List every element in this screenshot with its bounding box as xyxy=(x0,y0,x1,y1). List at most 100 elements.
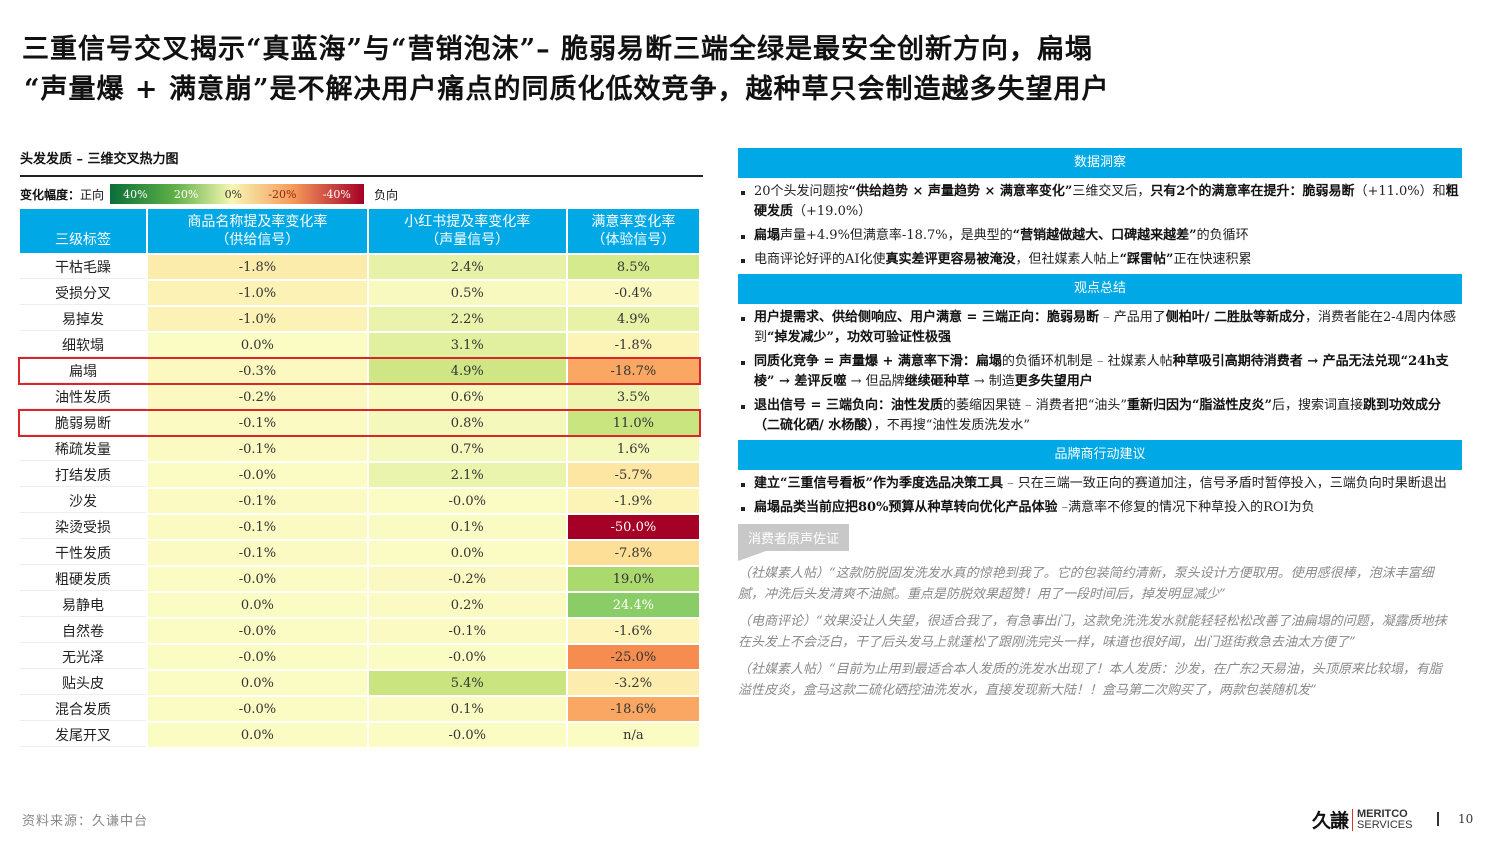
col-header-voice: 小红书提及率变化率 （声量信号） xyxy=(368,209,566,253)
cell-supply: -0.1% xyxy=(148,411,367,435)
cell-sat: 4.9% xyxy=(567,307,699,331)
table-row: 发尾开叉 0.0% -0.0% n/a xyxy=(20,723,699,747)
cell-supply: -0.1% xyxy=(148,489,367,513)
cell-label: 混合发质 xyxy=(20,697,146,721)
legend-tick: 40% xyxy=(123,187,148,201)
cell-supply: -0.1% xyxy=(148,437,367,461)
logo-cn: 久謙 xyxy=(1312,810,1349,832)
slide-title: 三重信号交叉揭示“真蓝海”与“营销泡沫”– 脆弱易断三端全绿是最安全创新方向，扁… xyxy=(22,30,1482,110)
cell-label: 扁塌 xyxy=(20,359,146,383)
cell-supply: -1.8% xyxy=(148,255,367,279)
legend-positive: 正向 xyxy=(80,187,105,202)
heatmap-table: 三级标签 商品名称提及率变化率 （供给信号） 小红书提及率变化率 （声量信号） 满意… xyxy=(18,207,701,749)
cell-sat: -18.7% xyxy=(567,359,699,383)
table-row: 扁塌 -0.3% 4.9% -18.7% xyxy=(18,357,701,385)
table-row: 染烫受损 -0.1% 0.1% -50.0% xyxy=(20,515,699,539)
table-row: 干枯毛躁 -1.8% 2.4% 8.5% xyxy=(20,255,699,279)
heatmap-section: 头发发质 – 三维交叉热力图 变化幅度： 正向 40% 20% 0% -20% … xyxy=(18,148,703,749)
company-logo: 久謙 MERITCO SERVICES xyxy=(1312,806,1412,833)
cell-label: 贴头皮 xyxy=(20,671,146,695)
col-header-satisfaction: 满意率变化率 （体验信号） xyxy=(567,209,699,253)
cell-supply: -1.0% xyxy=(148,281,367,305)
cell-sat: n/a xyxy=(567,723,699,747)
cell-label: 染烫受损 xyxy=(20,515,146,539)
table-row: 混合发质 -0.0% 0.1% -18.6% xyxy=(20,697,699,721)
legend-tick: -20% xyxy=(268,187,297,201)
legend-negative: 负向 xyxy=(374,187,399,202)
cell-sat: 19.0% xyxy=(567,567,699,591)
summary-bullet: 退出信号 = 三端负向：油性发质的萎缩因果链 – 消费者把“油头”重新归因为“脂… xyxy=(738,396,1462,436)
cell-supply: -0.1% xyxy=(148,515,367,539)
action-bullet: 扁塌品类当前应把80%预算从种草转向优化产品体验 –满意率不修复的情况下种草投入… xyxy=(738,498,1462,518)
logo-divider xyxy=(1352,808,1354,831)
cell-sat: 8.5% xyxy=(567,255,699,279)
cell-voice: -0.0% xyxy=(368,645,566,669)
cell-voice: 0.2% xyxy=(368,593,566,617)
cell-voice: 0.0% xyxy=(368,541,566,565)
cell-supply: -0.0% xyxy=(148,645,367,669)
insight-bullet: 扁塌声量+4.9%但满意率-18.7%，是典型的“营销越做越大、口碑越来越差”的… xyxy=(738,226,1462,246)
cell-sat: -50.0% xyxy=(567,515,699,539)
cell-voice: 5.4% xyxy=(368,671,566,695)
cell-label: 粗硬发质 xyxy=(20,567,146,591)
cell-sat: -3.2% xyxy=(567,671,699,695)
cell-voice: -0.1% xyxy=(368,619,566,643)
table-row: 细软塌 0.0% 3.1% -1.8% xyxy=(20,333,699,357)
cell-voice: -0.0% xyxy=(368,723,566,747)
cell-sat: -5.7% xyxy=(567,463,699,487)
cell-sat: -7.8% xyxy=(567,541,699,565)
quote-3: （社媒素人帖）“目前为止用到最适合本人发质的洗发水出现了！本人发质：沙发，在广东… xyxy=(738,662,1442,698)
cell-voice: 0.1% xyxy=(368,697,566,721)
insight-bullet: 电商评论好评的AI化使真实差评更容易被淹没，但社媒素人帖上“踩雷帖”正在快速积累 xyxy=(738,250,1462,270)
cell-supply: -0.2% xyxy=(148,385,367,409)
cell-sat: 1.6% xyxy=(567,437,699,461)
source-note: 资料来源：久谦中台 xyxy=(22,814,149,829)
quote-1: （社媒素人帖）“这款防脱固发洗发水真的惊艳到我了。它的包装简约清新，泵头设计方便… xyxy=(738,566,1434,602)
cell-label: 细软塌 xyxy=(20,333,146,357)
table-row: 无光泽 -0.0% -0.0% -25.0% xyxy=(20,645,699,669)
heatmap-title: 头发发质 – 三维交叉热力图 xyxy=(20,148,703,177)
cell-voice: -0.2% xyxy=(368,567,566,591)
cell-voice: 4.9% xyxy=(368,359,566,383)
cell-sat: -18.6% xyxy=(567,697,699,721)
page-number: 10 xyxy=(1458,812,1474,826)
insight-header: 数据洞察 xyxy=(738,148,1462,178)
table-row: 脆弱易断 -0.1% 0.8% 11.0% xyxy=(18,409,701,437)
cell-label: 易掉发 xyxy=(20,307,146,331)
table-row: 稀疏发量 -0.1% 0.7% 1.6% xyxy=(20,437,699,461)
cell-voice: 2.1% xyxy=(368,463,566,487)
legend-color-scale: 40% 20% 0% -20% -40% xyxy=(110,184,365,204)
cell-label: 自然卷 xyxy=(20,619,146,643)
cell-supply: -1.0% xyxy=(148,307,367,331)
summary-header: 观点总结 xyxy=(738,274,1462,304)
table-row: 干性发质 -0.1% 0.0% -7.8% xyxy=(20,541,699,565)
cell-sat: -1.6% xyxy=(567,619,699,643)
consumer-voice-tag: 消费者原声佐证 xyxy=(738,524,850,551)
cell-voice: 2.4% xyxy=(368,255,566,279)
cell-voice: 0.7% xyxy=(368,437,566,461)
cell-supply: -0.0% xyxy=(148,619,367,643)
cell-label: 干枯毛躁 xyxy=(20,255,146,279)
heatmap-legend: 变化幅度： 正向 40% 20% 0% -20% -40% 负向 xyxy=(20,181,703,207)
col-header-label: 三级标签 xyxy=(20,209,146,253)
cell-supply: 0.0% xyxy=(148,723,367,747)
table-row: 易掉发 -1.0% 2.2% 4.9% xyxy=(20,307,699,331)
table-row: 受损分叉 -1.0% 0.5% -0.4% xyxy=(20,281,699,305)
quote-2: （电商评论）“效果没让人失望，很适合我了，有急事出门，这款免洗洗发水就能轻轻松松… xyxy=(738,614,1447,650)
cell-voice: 3.1% xyxy=(368,333,566,357)
page-divider xyxy=(1437,812,1439,826)
table-row: 打结发质 -0.0% 2.1% -5.7% xyxy=(20,463,699,487)
insight-list: 20个头发问题按“供给趋势 × 声量趋势 × 满意率变化”三维交叉后，只有2个的… xyxy=(738,182,1462,270)
cell-supply: -0.0% xyxy=(148,697,367,721)
cell-sat: 24.4% xyxy=(567,593,699,617)
cell-label: 干性发质 xyxy=(20,541,146,565)
cell-supply: -0.1% xyxy=(148,541,367,565)
col-header-supply: 商品名称提及率变化率 （供给信号） xyxy=(148,209,367,253)
cell-sat: 3.5% xyxy=(567,385,699,409)
cell-label: 无光泽 xyxy=(20,645,146,669)
legend-tick: 20% xyxy=(173,187,199,201)
cell-supply: 0.0% xyxy=(148,333,367,357)
action-bullet: 建立“三重信号看板”作为季度选品决策工具 – 只在三端一致正向的赛道加注，信号矛… xyxy=(738,474,1462,494)
cell-supply: -0.3% xyxy=(148,359,367,383)
table-row: 贴头皮 0.0% 5.4% -3.2% xyxy=(20,671,699,695)
